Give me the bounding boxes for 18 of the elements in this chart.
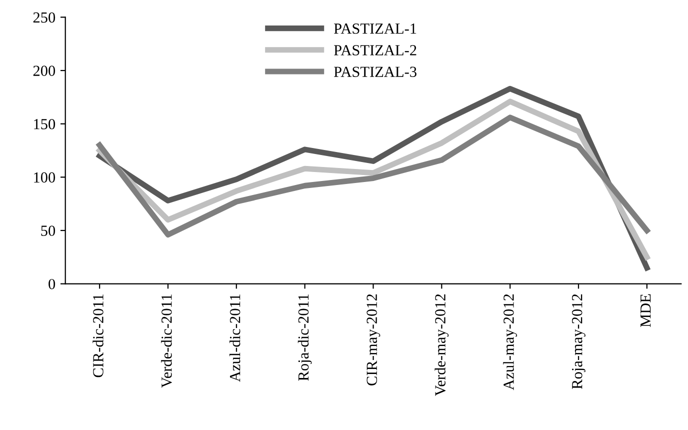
x-tick-label: Roja-dic-2011 — [298, 294, 312, 381]
y-tick-label: 200 — [33, 66, 56, 76]
y-tick-label: 250 — [33, 12, 56, 23]
y-tick-label: 150 — [34, 118, 56, 130]
legend-label: PASTIZAL-2 — [334, 45, 416, 56]
y-tick-label: 50 — [41, 226, 56, 236]
x-tick-label: CIR-may-2012 — [366, 294, 380, 386]
x-tick-label: CIR-dic-2011 — [92, 294, 104, 378]
x-tick-label: Roja-may-2012 — [572, 294, 586, 389]
x-tick-label: Verde-dic-2011 — [161, 294, 172, 388]
legend-label: PASTIZAL-3 — [334, 66, 416, 77]
x-tick-label: Azul-dic-2011 — [229, 294, 240, 382]
y-tick-label: 0 — [48, 278, 56, 290]
x-tick-label: Azul-may-2012 — [503, 294, 518, 390]
x-tick-label: Verde-may-2012 — [434, 294, 449, 396]
y-tick-label: 100 — [34, 172, 56, 183]
legend-label: PASTIZAL-1 — [334, 24, 416, 34]
x-tick-label: MDE — [640, 294, 651, 328]
